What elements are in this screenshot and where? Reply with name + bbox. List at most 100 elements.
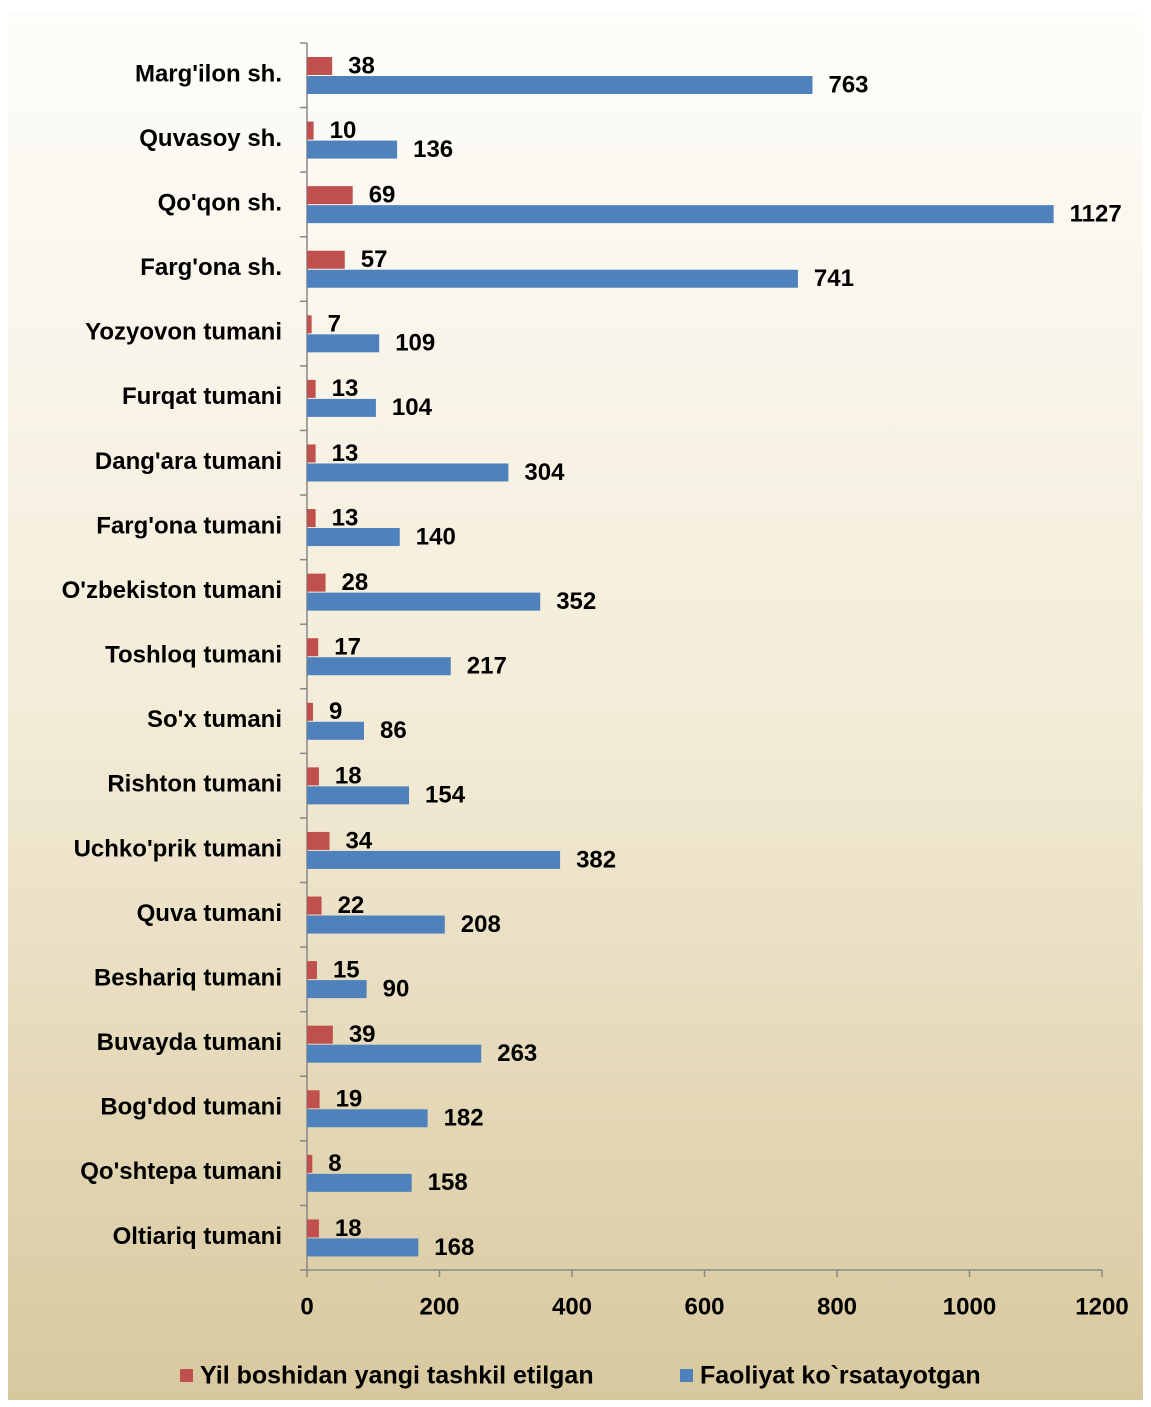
data-label: 69 [369, 182, 396, 209]
bar [307, 205, 1054, 224]
bar [307, 379, 316, 398]
bar [307, 1044, 482, 1063]
bar [307, 1219, 319, 1238]
data-label: 104 [392, 394, 433, 421]
data-label: 182 [444, 1105, 484, 1132]
category-label: Qo'qon sh. [158, 190, 282, 217]
data-label: 13 [332, 375, 359, 402]
data-label: 18 [335, 1215, 362, 1242]
bar [307, 1238, 419, 1257]
bar [307, 915, 445, 934]
data-label: 13 [332, 440, 359, 467]
data-label: 28 [342, 569, 369, 596]
bar [307, 250, 345, 269]
category-label: Rishton tumani [107, 771, 282, 798]
data-label: 382 [576, 846, 616, 873]
category-label: Toshloq tumani [105, 642, 282, 669]
data-label: 17 [334, 634, 361, 661]
data-label: 9 [329, 698, 342, 725]
bar [307, 444, 316, 463]
data-label: 57 [361, 246, 388, 273]
category-label: Buvayda tumani [97, 1029, 282, 1056]
bar [307, 76, 813, 94]
data-label: 34 [346, 827, 373, 854]
background [8, 12, 1143, 1400]
x-tick-label: 600 [684, 1293, 724, 1320]
category-label: So'x tumani [147, 706, 282, 733]
data-label: 39 [349, 1021, 376, 1048]
data-label: 13 [332, 504, 359, 531]
bar [307, 831, 330, 850]
data-label: 8 [328, 1150, 341, 1177]
bar [307, 269, 798, 288]
bar [307, 721, 364, 740]
data-label: 15 [333, 956, 360, 983]
data-label: 18 [335, 763, 362, 790]
data-label: 154 [425, 782, 466, 809]
bar [307, 121, 314, 140]
bar [307, 398, 376, 417]
category-label: Uchko'prik tumani [74, 835, 282, 862]
bar [307, 1173, 412, 1192]
bar [307, 463, 509, 482]
bar [307, 850, 561, 869]
bar [307, 528, 400, 547]
bar [307, 1154, 313, 1173]
category-label: Farg'ona sh. [140, 254, 282, 281]
x-tick-label: 0 [300, 1293, 313, 1320]
category-label: O'zbekiston tumani [62, 577, 282, 604]
bar [307, 592, 541, 611]
category-label: Dang'ara tumani [95, 448, 282, 475]
data-label: 352 [556, 588, 596, 615]
data-label: 136 [413, 136, 453, 163]
data-label: 158 [428, 1169, 468, 1196]
data-label: 86 [380, 717, 407, 744]
data-label: 90 [383, 975, 410, 1002]
bar [307, 767, 319, 786]
data-label: 10 [330, 117, 357, 144]
data-label: 263 [497, 1040, 537, 1067]
category-label: Farg'ona tumani [96, 512, 282, 539]
data-label: 140 [416, 523, 456, 550]
legend-label: Faoliyat ko`rsatayotgan [700, 1362, 981, 1390]
bar [307, 896, 322, 915]
data-label: 304 [524, 459, 565, 486]
bar [307, 702, 313, 721]
legend-label: Yil boshidan yangi tashkil etilgan [200, 1362, 594, 1390]
data-label: 168 [434, 1234, 474, 1261]
category-label: Quvasoy sh. [139, 125, 282, 152]
bar [307, 786, 410, 805]
data-label: 217 [467, 653, 507, 680]
data-label: 208 [461, 911, 501, 938]
bar [307, 1109, 428, 1128]
x-tick-label: 800 [817, 1293, 857, 1320]
x-tick-label: 400 [552, 1293, 592, 1320]
legend-swatch [680, 1369, 693, 1382]
bar [307, 1025, 333, 1044]
legend-swatch [180, 1369, 193, 1382]
bar [307, 573, 326, 592]
data-label: 22 [338, 892, 365, 919]
category-label: Yozyovon tumani [85, 319, 282, 346]
bar [307, 980, 367, 999]
category-label: Furqat tumani [122, 383, 282, 410]
category-label: Bog'dod tumani [100, 1094, 282, 1121]
data-label: 109 [395, 330, 435, 357]
category-label: Qo'shtepa tumani [80, 1158, 282, 1185]
category-label: Marg'ilon sh. [135, 60, 282, 87]
data-label: 19 [336, 1086, 363, 1113]
data-label: 763 [828, 71, 868, 98]
bar [307, 509, 316, 528]
bar [307, 186, 353, 205]
category-label: Quva tumani [137, 900, 282, 927]
data-label: 7 [328, 311, 341, 338]
data-label: 1127 [1070, 201, 1122, 228]
bar [307, 57, 333, 75]
bar [307, 638, 319, 657]
category-label: Oltiariq tumani [113, 1223, 282, 1250]
x-tick-label: 1000 [943, 1293, 996, 1320]
category-label: Beshariq tumani [94, 964, 282, 991]
x-tick-label: 1200 [1075, 1293, 1128, 1320]
bar [307, 657, 451, 676]
